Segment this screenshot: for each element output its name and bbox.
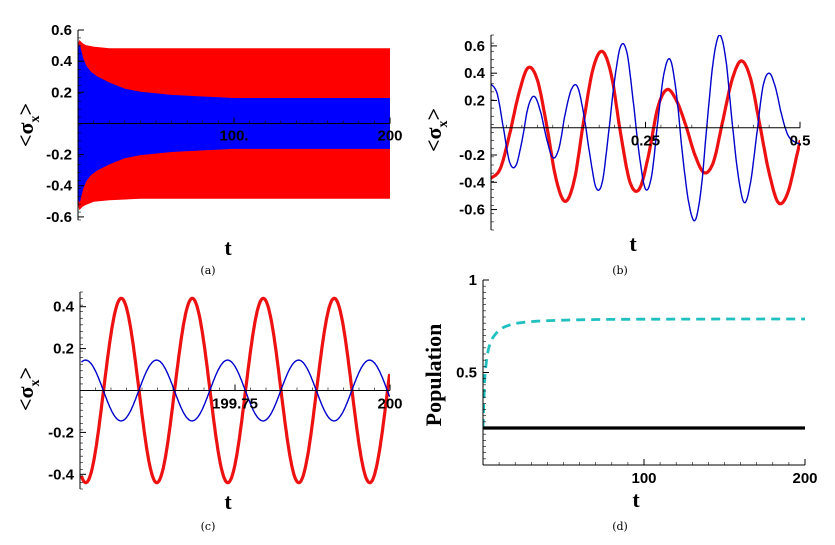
- panel-a-y-tick-label: -0.6: [46, 209, 72, 226]
- panel-d-x-label: t: [632, 487, 640, 512]
- panel-b-axes: 0.6 0.4 0.2 -0.2 -0.4 -0.6 0.25 0.5: [459, 34, 811, 231]
- panel-a-series: [78, 39, 390, 211]
- panel-a-axes: 0.6 0.4 0.2 -0.2 -0.4 -0.6 100. 200: [46, 22, 402, 226]
- panel-b-y-tick-label: -0.6: [459, 202, 485, 219]
- panel-d-y-tick-label: 1: [469, 272, 477, 289]
- panel-d: 1 0.5 100 200 t Population (d): [421, 272, 818, 533]
- panel-a-y-tick-label: -0.2: [46, 147, 72, 164]
- panel-c-y-tick-label: 0.4: [53, 299, 75, 316]
- panel-b-series-1: [491, 49, 800, 206]
- panel-a-y-tick-label: 0.2: [51, 84, 72, 101]
- panel-c-y-tick-label: -0.2: [48, 424, 74, 441]
- panel-d-axes: 1 0.5 100 200: [456, 272, 817, 487]
- panel-c-y-label: <σx>: [13, 367, 43, 411]
- panel-c-caption: (c): [201, 520, 216, 533]
- panel-d-series-1: [483, 317, 805, 429]
- panel-c-y-tick-label: -0.4: [48, 466, 75, 483]
- panel-c-series-2: [81, 359, 390, 422]
- panel-c: 0.4 0.2 -0.2 -0.4 199.75 200 t <σx> (c): [13, 291, 403, 533]
- panel-b-series-2: [491, 35, 800, 222]
- panel-b-y-tick-label: 0.2: [464, 92, 485, 109]
- panel-a-x-tick-label: 200: [377, 127, 402, 144]
- panel-b-series: [491, 35, 800, 222]
- panel-c-axes: 0.4 0.2 -0.2 -0.4 199.75 200: [48, 291, 403, 490]
- panel-d-y-label: Population: [421, 324, 446, 427]
- panel-a-y-tick-label: -0.4: [46, 178, 73, 195]
- panel-c-series-1: [80, 296, 390, 485]
- panel-a-y-tick-label: 0.4: [51, 53, 73, 70]
- panel-b-x-tick-label: 0.25: [631, 133, 660, 150]
- panel-d-x-tick-label: 100: [631, 470, 656, 487]
- panel-d-x-tick-label: 200: [792, 470, 817, 487]
- panel-b-y-tick-label: 0.4: [464, 65, 486, 82]
- panel-c-x-tick-label: 199.75: [212, 396, 258, 413]
- panel-b-y-tick-label: -0.2: [459, 147, 485, 164]
- panel-a: 0.6 0.4 0.2 -0.2 -0.4 -0.6 100. 200 t <σx> (a): [13, 22, 403, 277]
- panel-b: 0.6 0.4 0.2 -0.2 -0.4 -0.6 0.25 0.5 t <σx> (b): [421, 34, 811, 277]
- panel-d-y-tick-label: 0.5: [456, 365, 477, 382]
- panel-c-x-tick-label: 200: [377, 396, 402, 413]
- panel-c-y-tick-label: 0.2: [53, 341, 74, 358]
- panel-d-series: [483, 317, 805, 430]
- panel-a-y-label: <σx>: [13, 103, 43, 147]
- panel-a-x-label: t: [224, 235, 232, 260]
- panel-b-caption: (b): [612, 264, 628, 277]
- panel-d-caption: (d): [612, 520, 628, 533]
- panel-a-caption: (a): [200, 264, 215, 277]
- panel-b-x-label: t: [629, 231, 637, 256]
- panel-a-x-tick-label: 100.: [219, 127, 248, 144]
- panel-a-y-tick-label: 0.6: [51, 22, 72, 39]
- panel-b-x-tick-label: 0.5: [790, 133, 811, 150]
- panel-c-x-label: t: [224, 489, 232, 514]
- panel-c-series: [80, 296, 390, 485]
- panel-b-y-tick-label: -0.4: [459, 174, 486, 191]
- panel-b-y-label: <σx>: [421, 108, 451, 152]
- panel-b-y-tick-label: 0.6: [464, 38, 485, 55]
